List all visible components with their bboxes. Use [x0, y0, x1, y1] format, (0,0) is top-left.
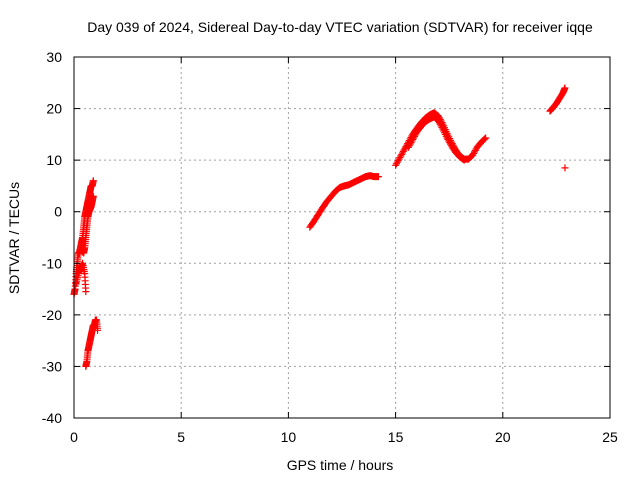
data-point	[443, 134, 451, 142]
data-point	[469, 151, 477, 159]
axis-ticks	[73, 56, 611, 419]
data-point	[395, 155, 403, 163]
data-point	[435, 119, 443, 127]
data-point	[393, 158, 401, 166]
data-point	[409, 136, 417, 144]
y-tick-label: -20	[42, 307, 62, 323]
data-point	[436, 120, 444, 128]
data-point	[459, 156, 467, 164]
data-point	[406, 140, 414, 148]
data-points	[70, 84, 569, 370]
y-axis-title: SDTVAR / TECUs	[6, 182, 22, 294]
grid-lines	[74, 57, 610, 418]
data-point	[446, 139, 454, 147]
data-point	[82, 288, 90, 296]
data-point	[458, 155, 466, 163]
data-point	[437, 122, 445, 130]
x-tick-label: 0	[70, 429, 78, 445]
data-point	[399, 147, 407, 155]
data-point	[392, 161, 400, 169]
data-point	[444, 136, 452, 144]
y-tick-label: -40	[42, 410, 62, 426]
x-tick-label: 25	[602, 429, 618, 445]
x-axis-title: GPS time / hours	[287, 457, 394, 473]
y-tick-label: -30	[42, 358, 62, 374]
data-point	[481, 135, 489, 143]
chart-title: Day 039 of 2024, Sidereal Day-to-day VTE…	[87, 19, 593, 35]
data-point	[470, 149, 478, 157]
data-point	[408, 137, 416, 145]
data-point	[397, 152, 405, 160]
data-point	[404, 143, 412, 151]
x-tick-label: 10	[281, 429, 297, 445]
data-point	[89, 177, 97, 185]
x-tick-label: 20	[495, 429, 511, 445]
data-point	[394, 157, 402, 165]
data-point	[405, 142, 413, 150]
data-point	[407, 139, 415, 147]
data-point	[374, 173, 382, 181]
data-point	[401, 144, 409, 152]
data-point	[89, 192, 97, 200]
data-point	[434, 117, 442, 125]
y-tick-label: 20	[46, 101, 62, 117]
x-tick-label: 15	[388, 429, 404, 445]
y-tick-label: -10	[42, 255, 62, 271]
y-tick-label: 30	[46, 49, 62, 65]
data-point	[411, 131, 419, 139]
x-tick-label: 5	[177, 429, 185, 445]
y-tick-label: 0	[54, 204, 62, 220]
data-point	[470, 148, 478, 156]
data-point	[460, 156, 468, 164]
data-point	[400, 146, 408, 154]
data-point	[471, 146, 479, 154]
y-tick-label: 10	[46, 152, 62, 168]
data-point	[398, 150, 406, 158]
tick-labels: 0 5 10 15 20 25 -40 -30 -20 -10 0 10 20 30	[42, 49, 618, 445]
data-point	[480, 136, 488, 144]
data-point	[561, 164, 569, 172]
data-point	[410, 132, 418, 140]
data-point	[392, 160, 400, 168]
data-point	[438, 124, 446, 132]
data-point	[94, 326, 102, 334]
data-point	[445, 137, 453, 145]
data-point	[561, 84, 569, 92]
data-point	[482, 134, 490, 142]
data-point	[410, 134, 418, 142]
plot-frame	[73, 56, 611, 419]
data-point	[396, 154, 404, 162]
data-point	[398, 149, 406, 157]
